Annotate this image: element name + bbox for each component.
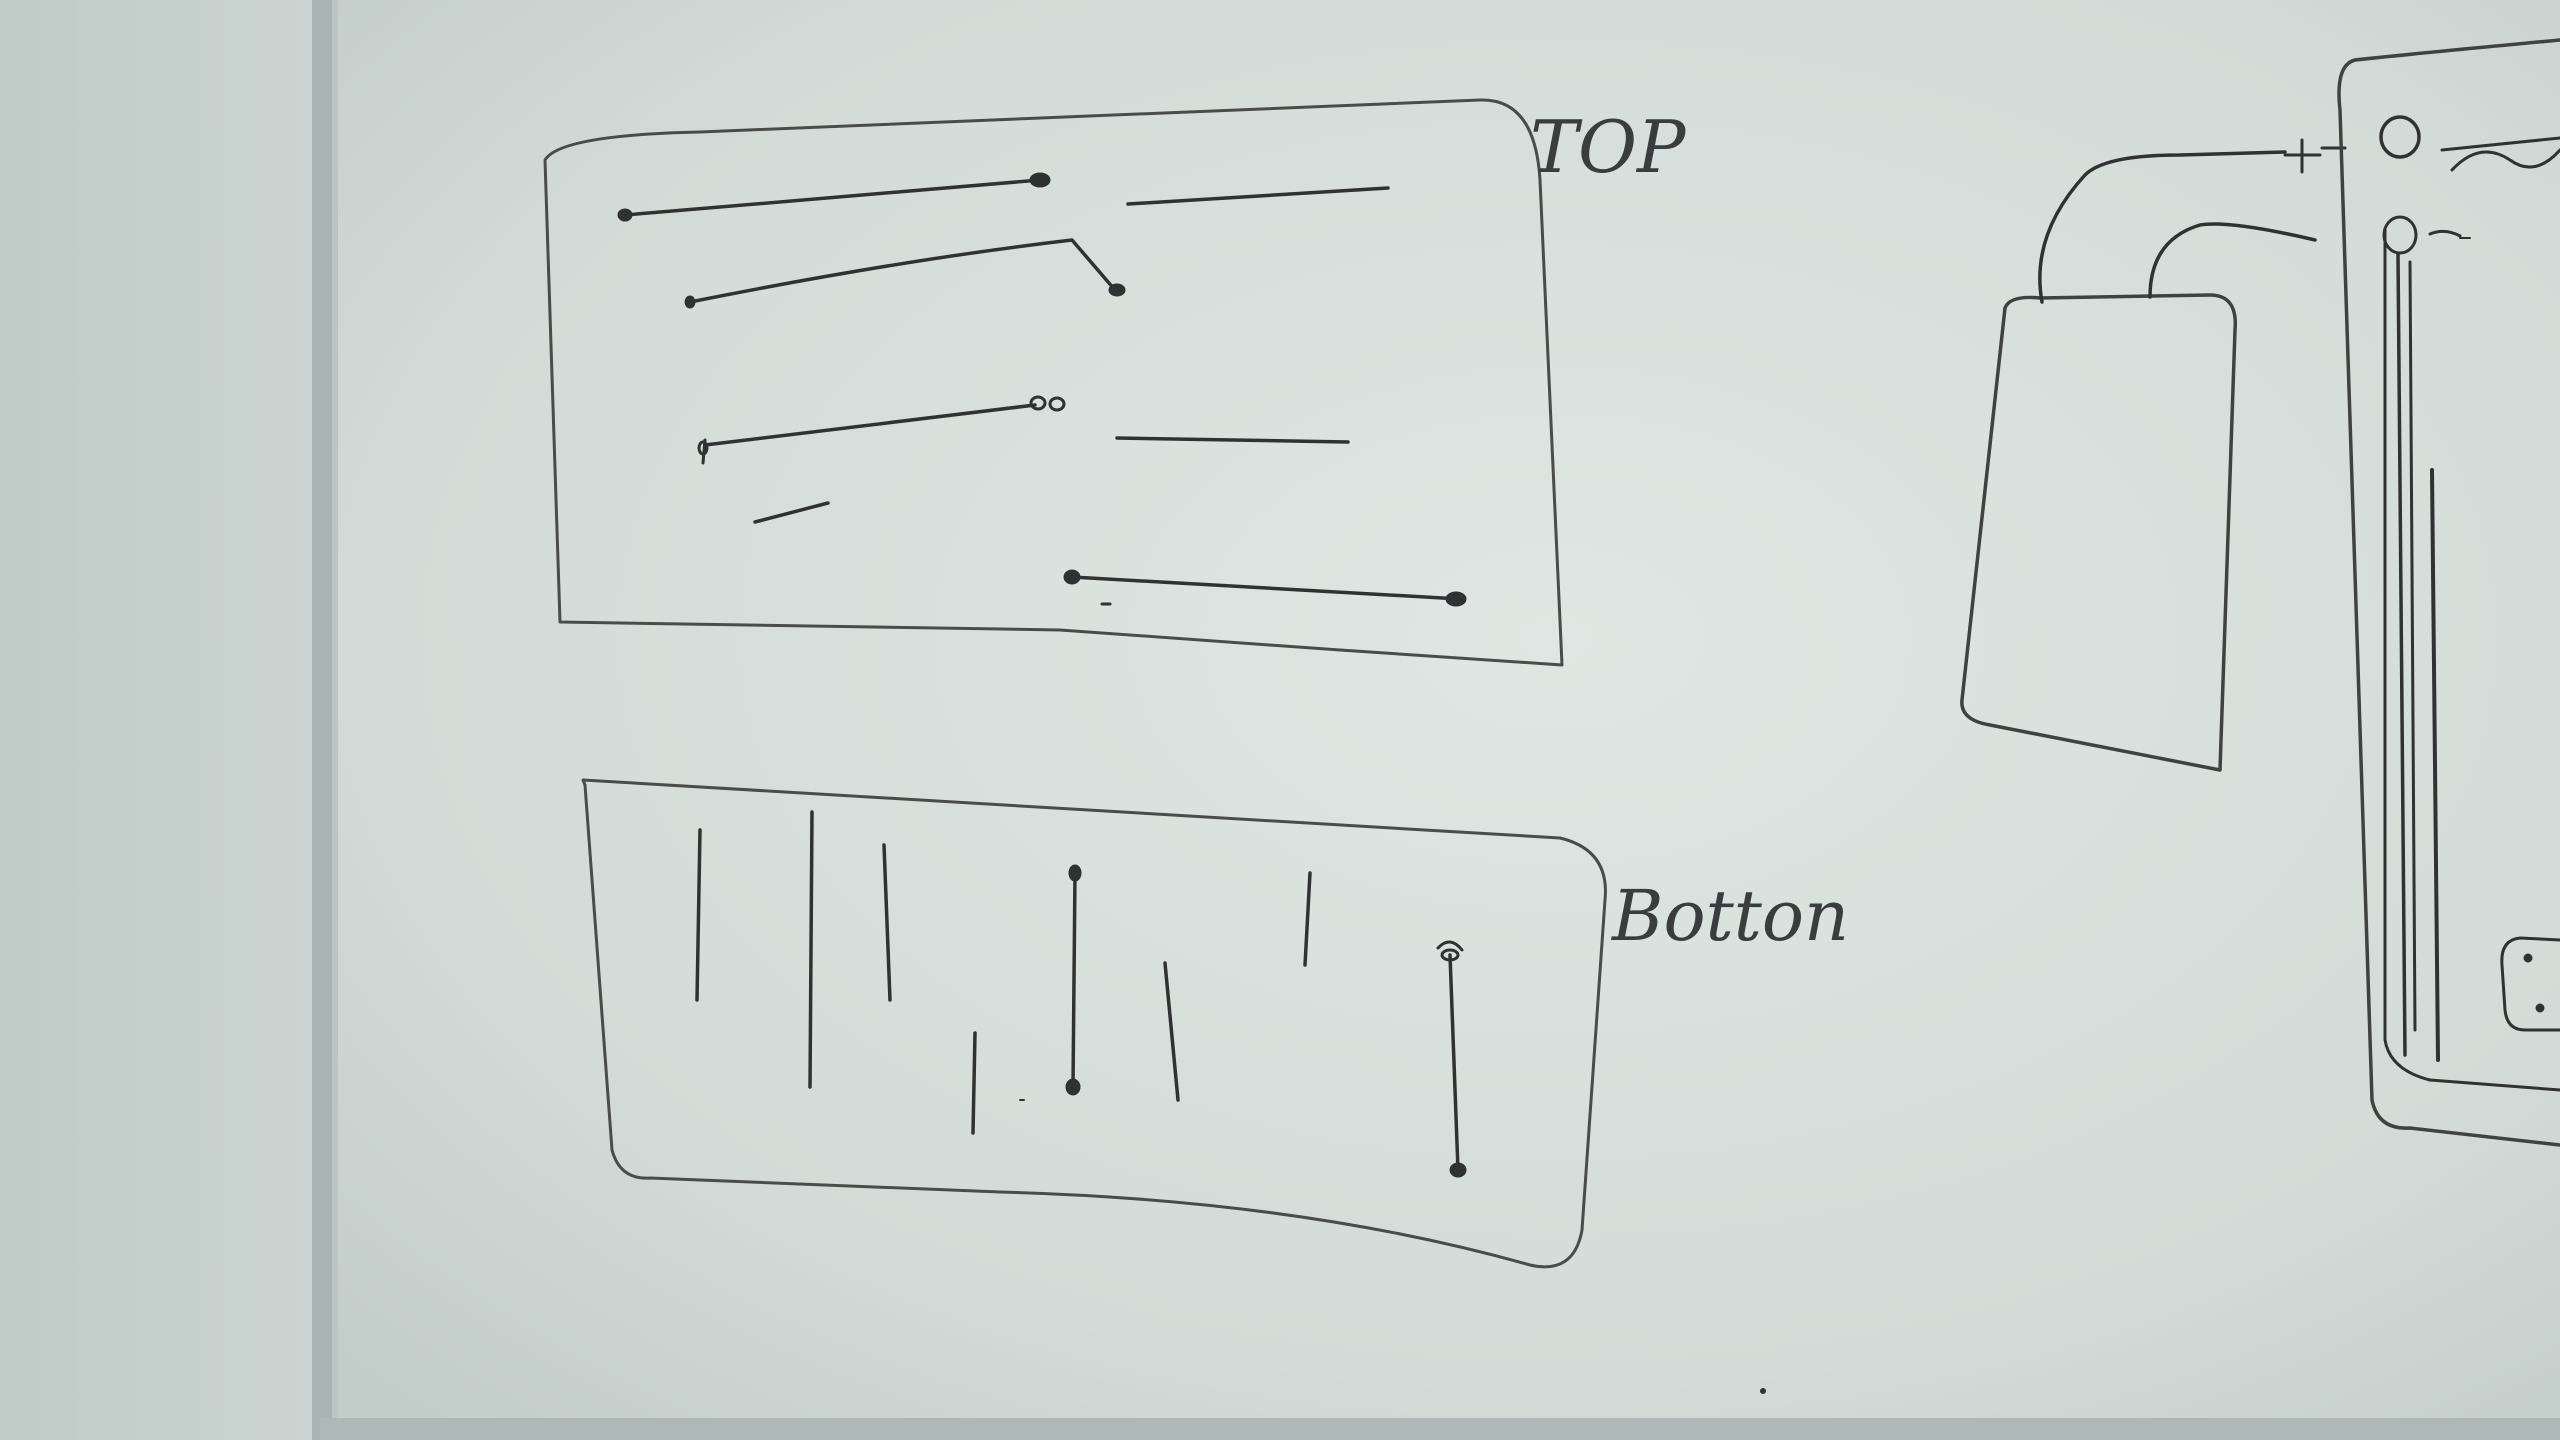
bottom-line-6 [1163,961,1180,1102]
bottom-line-7 [1303,871,1312,967]
bottom-panel-outline [581,778,1607,1269]
stray-dot [1760,1388,1766,1394]
edge-panel-knob-top [2379,115,2421,159]
edge-panel-knob-second [2382,215,2418,255]
bottom-line-4 [971,1031,977,1135]
whiteboard-frame-bottom [320,1418,2560,1440]
bottom-line-2 [808,810,814,1089]
edge-panel-small-box [2500,936,2560,1032]
bottom-line-3 [882,843,892,1002]
wire-minus [2148,222,2317,299]
bottom-line-8 [1448,953,1460,1172]
top-short-dash [753,501,830,524]
battery-box [1960,293,2238,772]
wall [0,0,320,1440]
top-label: TOP [1530,105,1687,189]
wire-plus [2038,150,2287,304]
top-line-2 [688,238,1117,304]
bottom-label: Botton [1610,875,1849,957]
edge-panel-sketch [2337,38,2560,1147]
top-line-3 [703,403,1037,447]
bottom-panel-sketch [581,778,1607,1269]
top-panel-outline [543,98,1564,667]
top-panel-sketch [543,98,1564,667]
top-line-1 [623,178,1042,217]
top-line-1-right [1126,186,1390,206]
top-line-3-right [1115,436,1350,444]
bottom-line-1 [695,828,702,1002]
plus-sign [2283,138,2322,174]
top-line-4 [1070,575,1462,601]
device-sketch [1960,138,2347,772]
whiteboard-frame-left [312,0,334,1440]
whiteboard-surface [330,0,2560,1420]
edge-panel-outline [2337,38,2560,1147]
bottom-line-5 [1071,871,1077,1089]
